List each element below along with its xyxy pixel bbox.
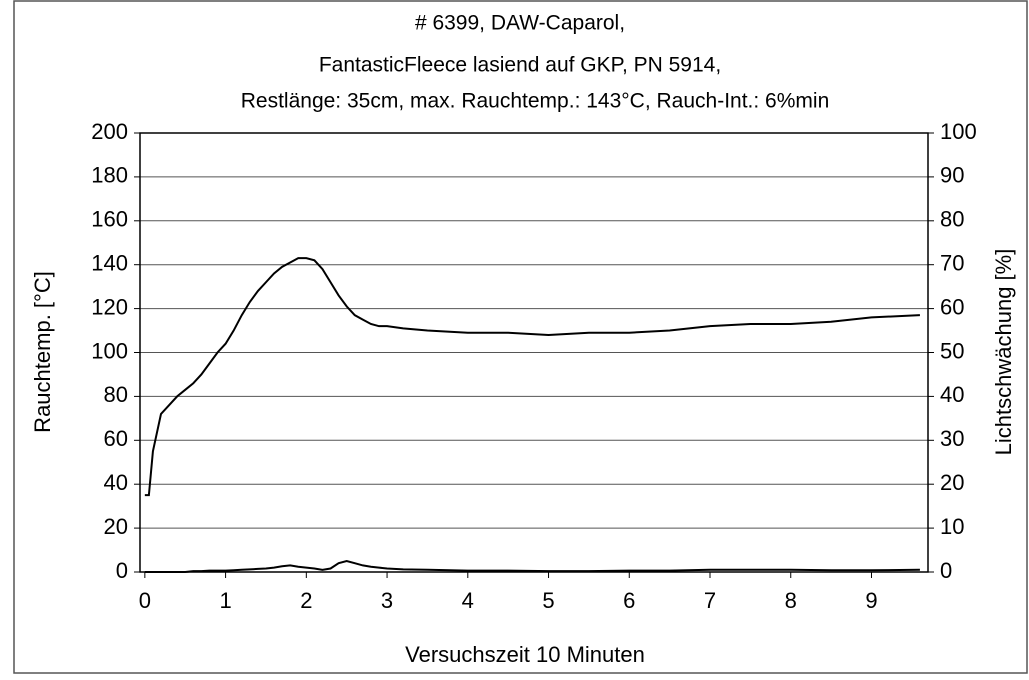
data-line (144, 559, 920, 573)
chart-title: FantasticFleece lasiend auf GKP, PN 5914… (319, 54, 721, 77)
y-axis-title: Rauchtemp. [°C] (30, 271, 55, 433)
x-tick-label: 0 (139, 588, 151, 613)
y2-tick-label: 20 (940, 470, 964, 495)
chart-border (13, 0, 1028, 674)
x-tick-label: 8 (785, 588, 797, 613)
y-tick-label: 160 (91, 207, 128, 232)
x-tick-label: 1 (219, 588, 231, 613)
y-tick-label: 80 (104, 382, 128, 407)
y-tick-label: 20 (104, 514, 128, 539)
x-tick-label: 5 (542, 588, 554, 613)
y-tick-label: 60 (104, 426, 128, 451)
chart-title: Restlänge: 35cm, max. Rauchtemp.: 143°C,… (241, 90, 830, 113)
y2-tick-label: 50 (940, 338, 964, 363)
y2-tick-label: 90 (940, 163, 964, 188)
y2-tick-label: 70 (940, 251, 964, 276)
x-tick-label: 4 (462, 588, 474, 613)
y2-tick-label: 0 (940, 558, 952, 583)
x-tick-label: 2 (300, 588, 312, 613)
y-tick-label: 180 (91, 163, 128, 188)
x-tick-label: 9 (865, 588, 877, 613)
y2-tick-label: 40 (940, 382, 964, 407)
y2-tick-label: 30 (940, 426, 964, 451)
plot-area (139, 132, 929, 573)
y2-axis-title: Lichtschwächung [%] (991, 249, 1016, 456)
data-line (144, 257, 920, 497)
x-tick-label: 7 (704, 588, 716, 613)
y-tick-label: 200 (91, 119, 128, 144)
y-tick-label: 140 (91, 251, 128, 276)
y-tick-label: 0 (116, 558, 128, 583)
chart-title: # 6399, DAW-Caparol, (415, 12, 625, 35)
y-tick-label: 40 (104, 470, 128, 495)
x-tick-label: 3 (381, 588, 393, 613)
x-tick-label: 6 (623, 588, 635, 613)
y-tick-label: 100 (91, 338, 128, 363)
x-axis-title: Versuchszeit 10 Minuten (405, 642, 645, 667)
y2-tick-label: 10 (940, 514, 964, 539)
y-tick-label: 120 (91, 294, 128, 319)
y2-tick-label: 60 (940, 294, 964, 319)
y2-tick-label: 100 (940, 119, 977, 144)
y2-tick-label: 80 (940, 207, 964, 232)
